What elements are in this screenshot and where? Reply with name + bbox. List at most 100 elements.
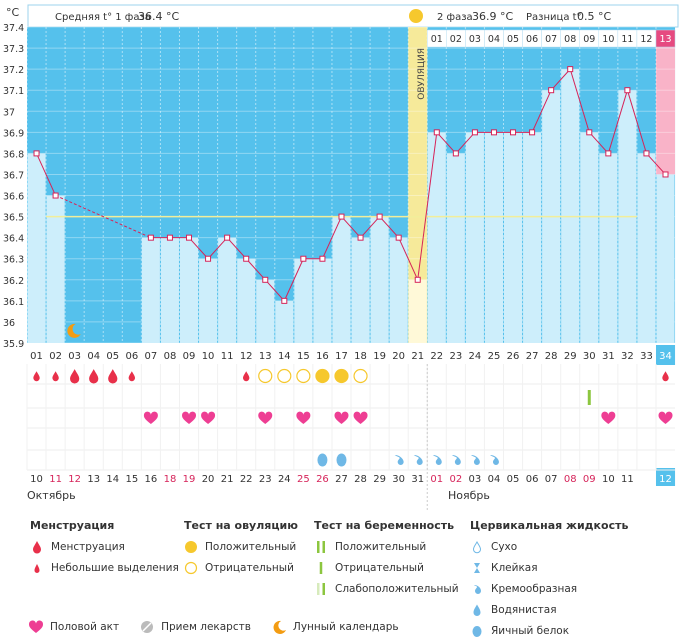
temp-segment	[436, 131, 457, 154]
y-tick-label: 37.4	[3, 23, 24, 34]
single-line-icon	[314, 561, 328, 575]
swirl-drop-icon	[489, 455, 499, 465]
temp-bar	[160, 237, 179, 343]
filled-circle-icon	[184, 540, 198, 554]
date-label: 18	[164, 474, 177, 485]
legend-item-menstruation: Менструация	[30, 536, 179, 557]
empty-circle-icon	[184, 561, 198, 575]
legend-item-preg-weak: Слабоположительный	[314, 578, 459, 599]
temp-bar	[351, 237, 370, 343]
legend-label: Слабоположительный	[335, 582, 459, 595]
phase2-day-label: 03	[469, 34, 481, 45]
day-number: 08	[164, 351, 177, 362]
phase2-label: 2 фаза	[437, 12, 473, 23]
legend-label: Прием лекарств	[161, 621, 251, 633]
axis-layer: 37.4 37.3 37.2 37.1 37 36.9 36.8 36.7 36.6 36.5 36…	[3, 23, 676, 486]
legend-item-watery: Водянистая	[470, 599, 628, 620]
heart-icon	[658, 411, 673, 424]
temp-point	[33, 150, 40, 157]
temp-point	[643, 150, 650, 157]
temp-point	[586, 129, 593, 136]
phase2-day-label: 05	[507, 34, 519, 45]
temp-segment	[588, 131, 609, 154]
temperature-line-layer	[33, 66, 669, 304]
y-unit-label: °C	[6, 6, 20, 19]
date-label: 14	[106, 474, 119, 485]
y-tick-label: 37.3	[3, 44, 24, 55]
temp-segment	[607, 90, 628, 154]
temp-point	[529, 129, 536, 136]
temp-segment	[398, 237, 419, 281]
outline-drop-icon	[470, 540, 484, 554]
phase2-day-label: 08	[564, 34, 576, 45]
day-number: 33	[640, 351, 653, 362]
temp-point	[281, 297, 288, 304]
temp-bar	[237, 258, 256, 343]
day-number: 22	[430, 351, 443, 362]
ovulation-positive-icon	[334, 368, 349, 384]
date-label: 03	[469, 474, 482, 485]
legend-label: Яичный белок	[491, 624, 570, 637]
date-label: 28	[354, 474, 367, 485]
date-label: 11	[49, 474, 62, 485]
y-tick-label: 36.8	[3, 149, 24, 160]
temp-bar	[370, 216, 389, 343]
small-blood-drop-icon	[30, 561, 44, 575]
day-number: 04	[87, 351, 100, 362]
legend-item-ov-negative: Отрицательный	[184, 557, 298, 578]
heart-icon	[334, 411, 349, 424]
temp-bar	[580, 132, 599, 343]
date-label: 01	[430, 474, 443, 485]
heart-icon	[353, 411, 368, 424]
day-number: 24	[469, 351, 482, 362]
day-number: 14	[278, 351, 291, 362]
legend-bottom-row: Половой акт Прием лекарств Лунный календ…	[28, 620, 419, 634]
phase1-label: Средняя t° 1 фаза	[55, 12, 151, 23]
temp-point	[376, 213, 383, 220]
legend-cervical-title: Цервикальная жидкость	[470, 519, 629, 532]
temp-bar	[46, 195, 65, 343]
temp-segment	[455, 131, 476, 154]
day-number: 21	[411, 351, 424, 362]
temp-segment	[226, 237, 247, 260]
today-date-cell	[655, 468, 676, 486]
legend-menstruation: Менструация Менструация Небольшие выделе…	[30, 519, 179, 578]
legend-item-sticky: Клейкая	[470, 557, 628, 578]
day-number: 12	[240, 351, 253, 362]
egg-white-icon	[336, 453, 347, 467]
temp-point	[147, 234, 154, 241]
date-label: 20	[202, 474, 215, 485]
legend-item-intercourse: Половой акт	[28, 620, 119, 634]
legend-label: Отрицательный	[335, 561, 424, 574]
date-label: 26	[316, 474, 329, 485]
date-label: 16	[145, 474, 158, 485]
swirl-drop-icon	[451, 455, 461, 465]
temp-segment	[379, 216, 400, 239]
diff-value: 0.5 °C	[577, 10, 611, 23]
date-label: 05	[507, 474, 520, 485]
date-label: 22	[240, 474, 253, 485]
temp-point	[662, 171, 669, 178]
heart-icon	[258, 411, 273, 424]
month-right: Ноябрь	[448, 489, 490, 502]
blood-drop-icon	[70, 369, 80, 384]
swirl-drop-icon	[470, 582, 484, 596]
blood-drop-icon	[108, 369, 118, 384]
day-number: 25	[488, 351, 501, 362]
heart-icon	[601, 411, 616, 424]
temp-point	[471, 129, 478, 136]
ovulation-bar	[408, 279, 427, 343]
month-left: Октябрь	[27, 489, 76, 502]
temp-point	[52, 192, 59, 199]
temp-point	[300, 255, 307, 262]
temp-bar	[504, 132, 523, 343]
temp-segment	[188, 237, 209, 260]
temp-bar	[332, 216, 351, 343]
temp-segment	[531, 89, 552, 133]
legend-label: Половой акт	[50, 621, 120, 633]
temp-segment	[646, 153, 666, 175]
heart-icon	[181, 411, 197, 424]
day-number: 13	[259, 351, 272, 362]
phase2-day-label: 01	[431, 34, 443, 45]
temp-bar	[637, 153, 656, 343]
